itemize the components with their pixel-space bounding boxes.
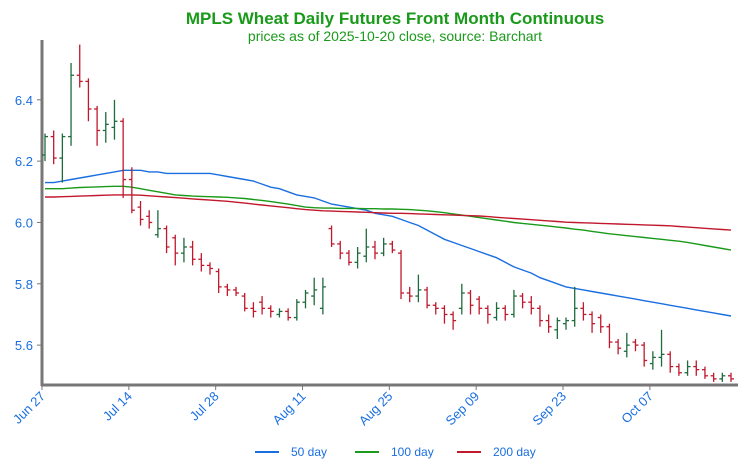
y-tick-label: 5.8: [15, 277, 33, 292]
chart-title: MPLS Wheat Daily Futures Front Month Con…: [186, 9, 604, 28]
y-tick-label: 5.6: [15, 338, 33, 353]
legend-label: 50 day: [291, 445, 327, 459]
x-tick-label: Sep 23: [529, 389, 569, 429]
x-tick-label: Jul 28: [187, 389, 222, 424]
y-tick-label: 6.4: [15, 93, 33, 108]
y-tick-label: 6.2: [15, 154, 33, 169]
x-tick-label: Aug 25: [356, 389, 396, 429]
moving-average-line: [45, 169, 732, 317]
x-tick-label: Jul 14: [100, 389, 135, 424]
chart-subtitle: prices as of 2025-10-20 close, source: B…: [248, 28, 542, 44]
legend-label: 100 day: [391, 445, 434, 459]
x-tick-label: Sep 09: [443, 389, 483, 429]
moving-average-line: [45, 185, 732, 251]
x-tick-label: Jun 27: [10, 389, 48, 427]
y-tick-label: 6.0: [15, 215, 33, 230]
x-tick-label: Aug 11: [270, 389, 309, 428]
legend-label: 200 day: [493, 445, 536, 459]
moving-average-line: [45, 194, 732, 231]
x-tick-label: Oct 07: [618, 389, 656, 427]
